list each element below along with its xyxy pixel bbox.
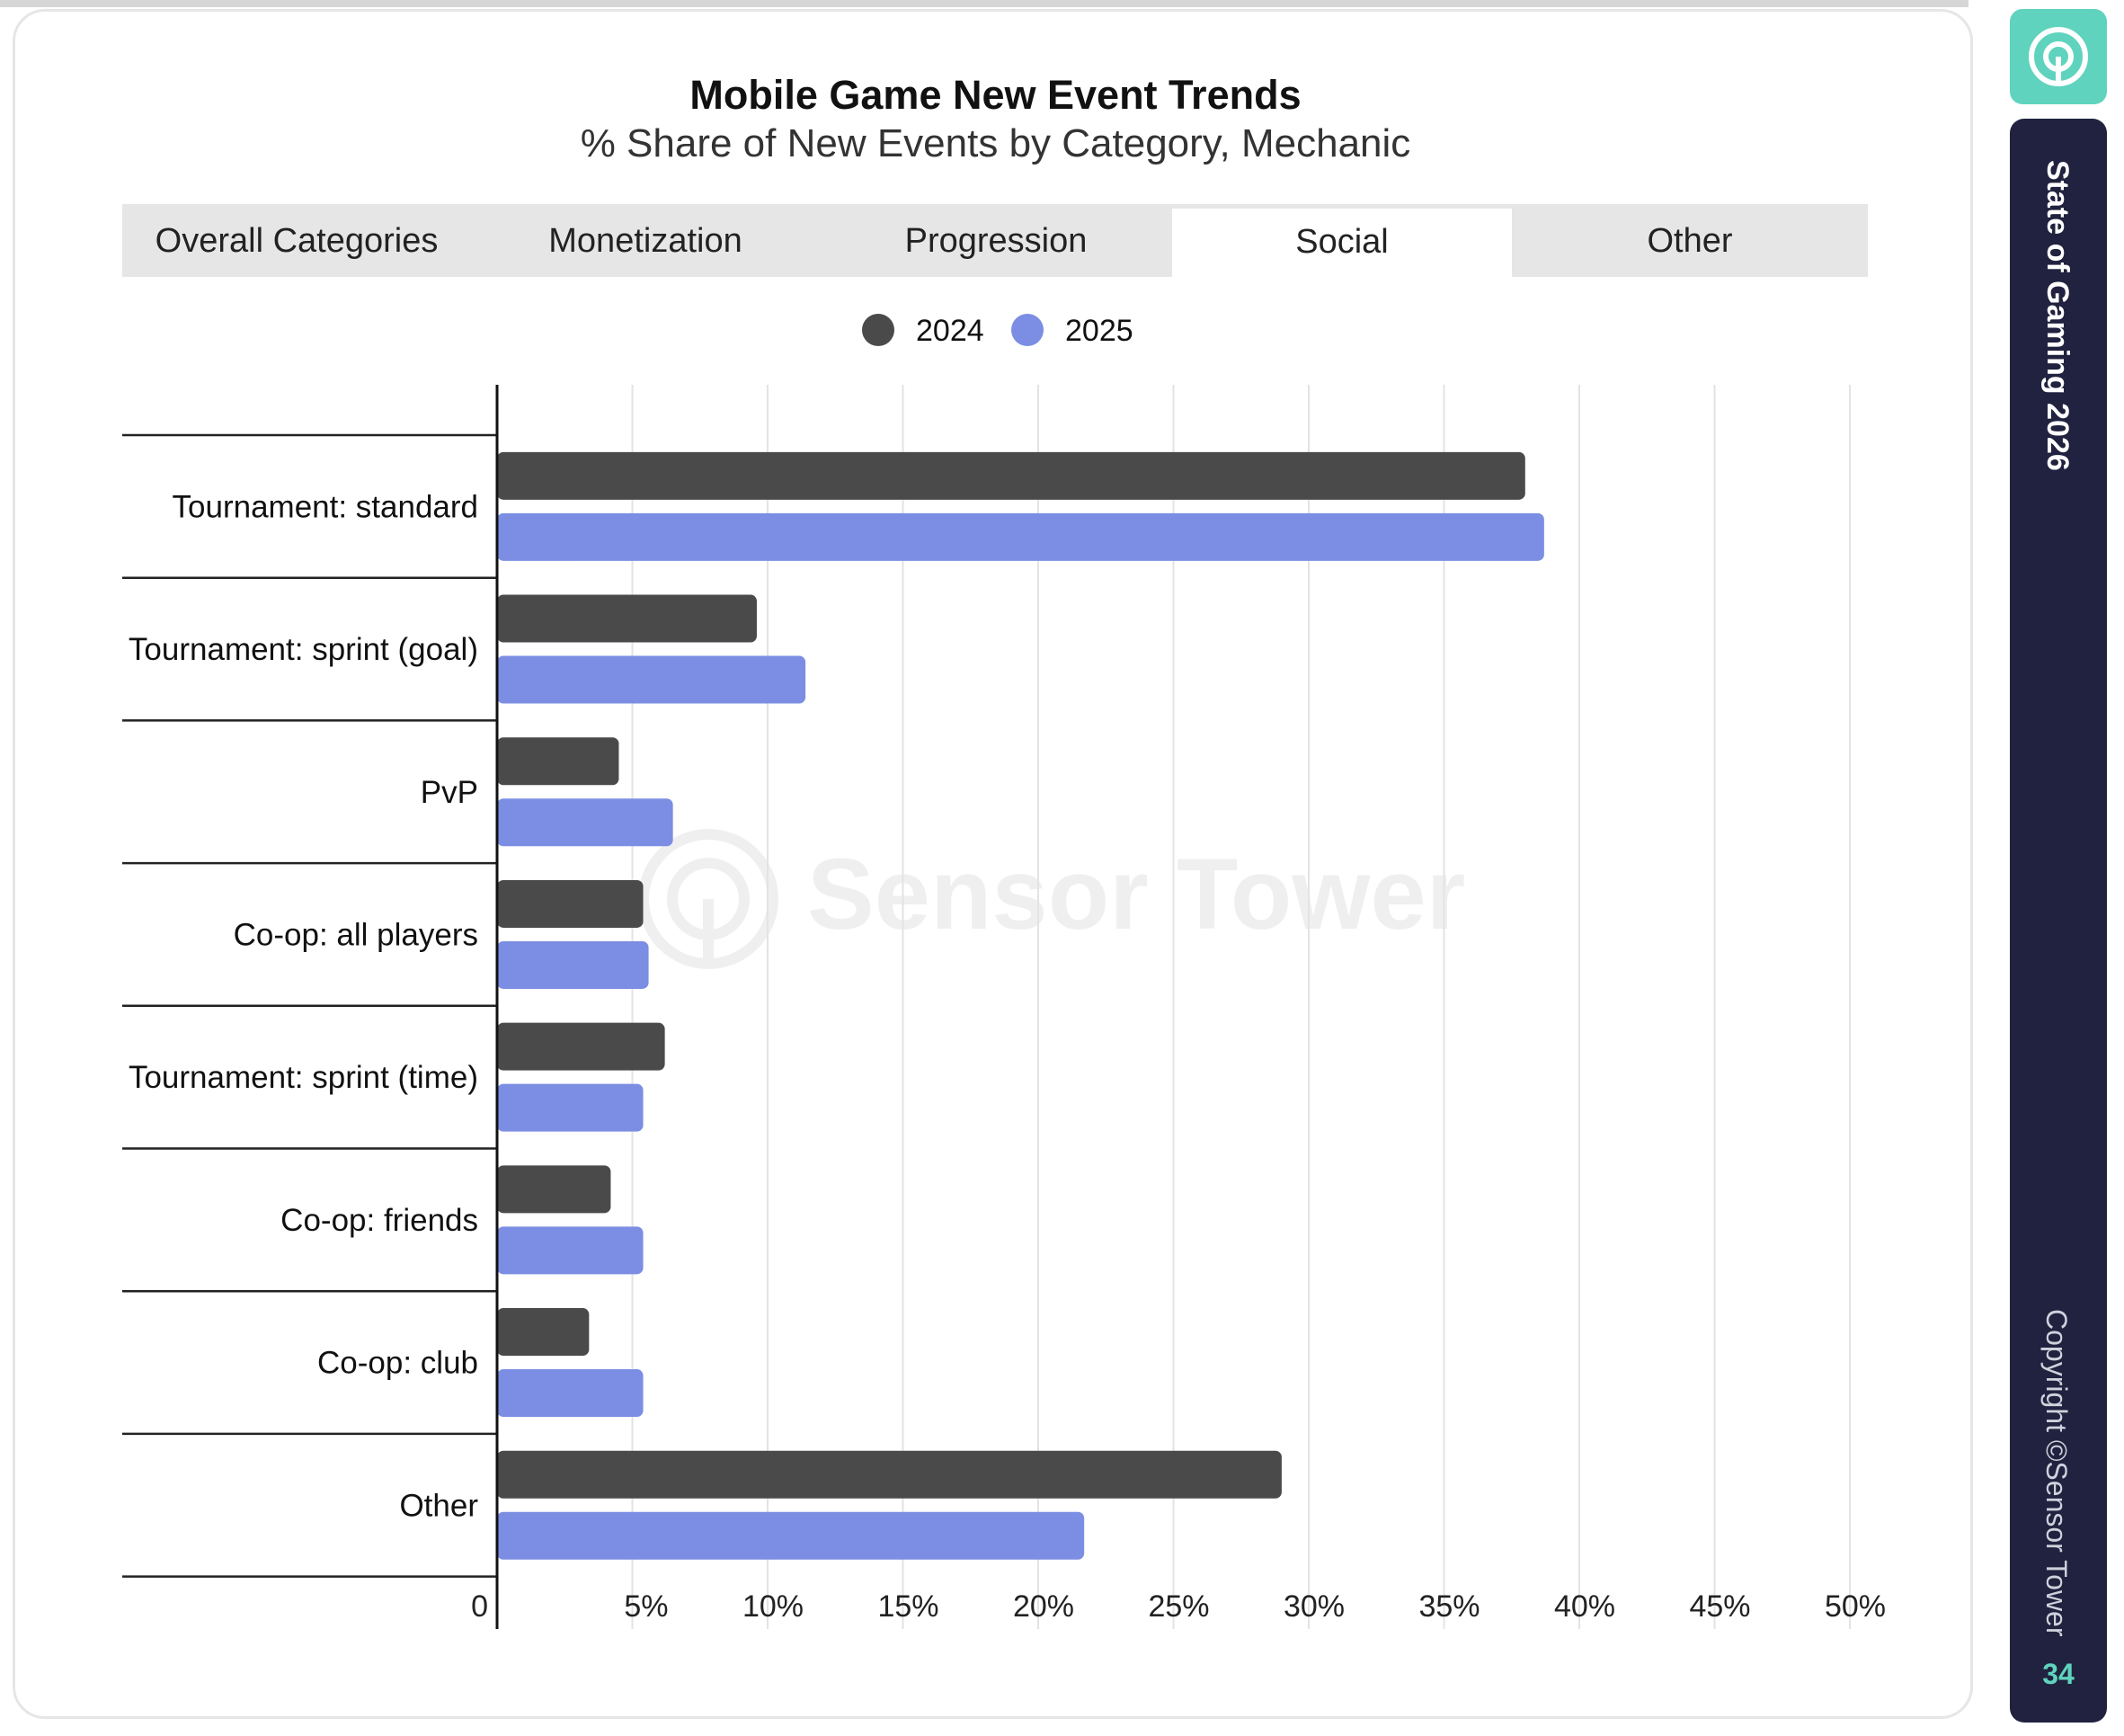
x-tick-label: 0 [471, 1589, 488, 1624]
category-tabs: Overall Categories Monetization Progress… [122, 204, 1868, 277]
bar-2024 [497, 1022, 665, 1071]
x-tick-label: 5% [624, 1589, 668, 1624]
bar-2024 [497, 1165, 611, 1214]
bar-2024 [497, 1308, 590, 1357]
legend-label-2025: 2025 [1065, 314, 1133, 348]
bar-2025 [497, 798, 673, 847]
bar-2025 [497, 1226, 644, 1275]
sidebar-logo-button[interactable] [2010, 9, 2107, 104]
sidebar-title: State of Gaming 2026 [2040, 160, 2075, 471]
category-label: Tournament: sprint (time) [129, 1060, 478, 1095]
x-tick-label: 30% [1284, 1589, 1345, 1624]
bar-2025 [497, 512, 1544, 561]
category-label: Tournament: standard [173, 489, 478, 524]
bar-2025 [497, 1511, 1085, 1560]
top-border [0, 0, 1968, 7]
x-tick-label: 35% [1418, 1589, 1480, 1624]
category-label: Co-op: friends [280, 1203, 478, 1238]
tab-social[interactable]: Social [1172, 204, 1512, 277]
bar-2025 [497, 655, 806, 704]
bar-2024 [497, 594, 757, 643]
tab-overall-categories[interactable]: Overall Categories [155, 222, 439, 260]
x-tick-label: 45% [1689, 1589, 1750, 1624]
x-tick-label: 25% [1148, 1589, 1209, 1624]
legend-marker-2025 [1011, 314, 1044, 346]
sensor-tower-logo-icon [2029, 27, 2088, 86]
page-number: 34 [2042, 1658, 2075, 1690]
bar-2025 [497, 940, 649, 989]
watermark-text: Sensor Tower [807, 838, 1466, 950]
sidebar-copyright: Copyright ©Sensor Tower [2040, 1309, 2073, 1637]
x-tick-label: 15% [877, 1589, 938, 1624]
category-label: Tournament: sprint (goal) [129, 632, 478, 667]
x-tick-label: 40% [1554, 1589, 1615, 1624]
x-tick-label: 20% [1013, 1589, 1074, 1624]
bar-2024 [497, 879, 644, 928]
tab-other[interactable]: Other [1647, 222, 1733, 260]
chart-subtitle: % Share of New Events by Category, Mecha… [580, 121, 1411, 165]
bar-2024 [497, 451, 1525, 500]
legend-marker-2024 [862, 314, 894, 346]
watermark-logo-icon [638, 829, 778, 969]
legend-label-2024: 2024 [916, 314, 984, 348]
category-label: Co-op: all players [234, 917, 478, 952]
bar-2024 [497, 737, 619, 786]
bar-2025 [497, 1083, 644, 1132]
tab-monetization[interactable]: Monetization [548, 222, 742, 260]
bar-2024 [497, 1450, 1282, 1499]
category-label: PvP [421, 775, 478, 810]
chart-title: Mobile Game New Event Trends [689, 72, 1302, 118]
bar-chart: 0 5% 10% 15% 20% 25% 30% 35% 40% 45% 50% Tournamen… [122, 385, 1886, 1629]
category-label: Co-op: club [317, 1346, 478, 1381]
sidebar [2010, 119, 2107, 1723]
tab-progression[interactable]: Progression [904, 222, 1088, 260]
x-tick-label: 10% [742, 1589, 804, 1624]
bar-2025 [497, 1369, 644, 1418]
watermark: Sensor Tower [636, 827, 1465, 971]
category-label: Other [399, 1488, 478, 1523]
x-tick-label: 50% [1825, 1589, 1886, 1624]
